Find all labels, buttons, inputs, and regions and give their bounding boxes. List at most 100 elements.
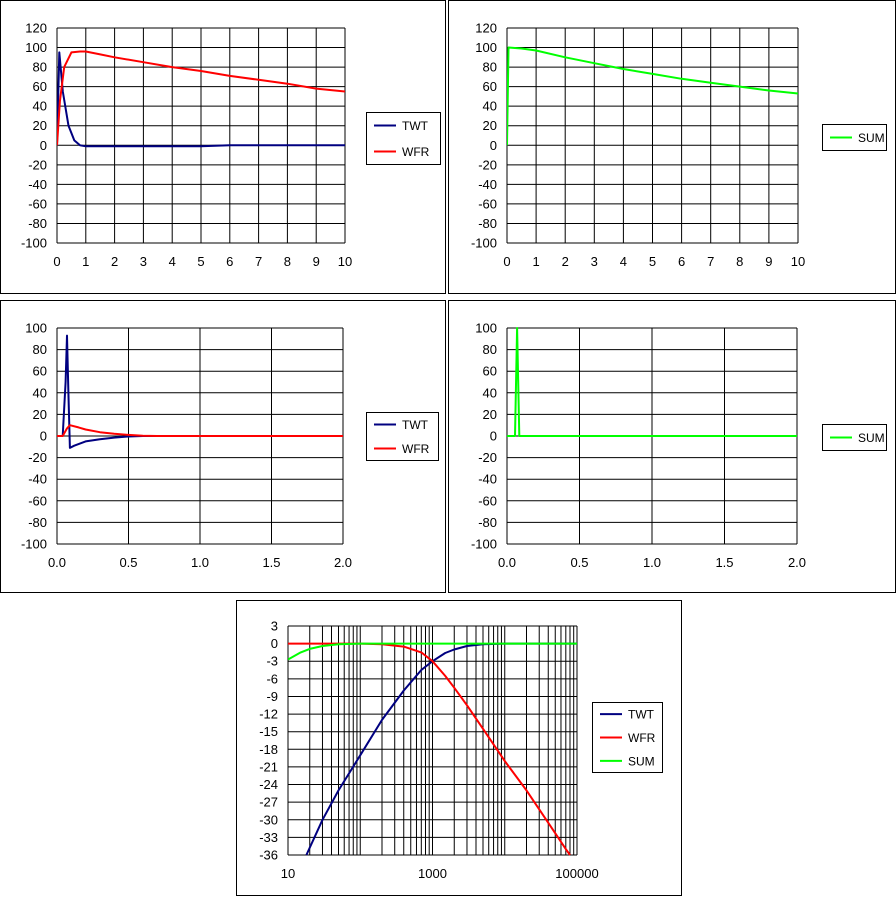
y-tick-label: 60 xyxy=(33,364,47,379)
x-tick-label: 5 xyxy=(649,254,656,269)
y-tick-label: 100 xyxy=(25,321,47,336)
y-tick-label: 0 xyxy=(490,429,497,444)
legend-label-wfr: WFR xyxy=(402,145,430,159)
y-tick-label: -36 xyxy=(259,848,278,863)
y-tick-label: -40 xyxy=(478,472,497,487)
y-tick-label: -100 xyxy=(471,236,497,251)
y-tick-label: -60 xyxy=(28,196,47,211)
x-tick-label: 0 xyxy=(503,254,510,269)
x-tick-label: 4 xyxy=(620,254,627,269)
y-tick-label: 3 xyxy=(271,619,278,634)
y-tick-label: -80 xyxy=(478,216,497,231)
y-tick-label: 20 xyxy=(483,118,497,133)
y-tick-label: 120 xyxy=(25,21,47,36)
y-tick-label: -15 xyxy=(259,724,278,739)
y-tick-label: -33 xyxy=(259,830,278,845)
series-line-sum xyxy=(507,46,798,146)
legend-label-twt: TWT xyxy=(402,119,429,133)
x-tick-label: 8 xyxy=(736,254,743,269)
y-tick-label: -40 xyxy=(28,177,47,192)
y-tick-label: 20 xyxy=(33,118,47,133)
y-tick-label: -18 xyxy=(259,742,278,757)
x-tick-label: 1 xyxy=(82,254,89,269)
y-tick-label: 60 xyxy=(33,79,47,94)
y-tick-label: -21 xyxy=(259,759,278,774)
legend-box xyxy=(822,424,887,451)
chart-time-response-twt-wfr: -100 -80 -60 -40 -20 0 20 40 60 80 100 120 0 1 2 3 4 5 6 7 8… xyxy=(21,21,441,269)
x-tick-label: 6 xyxy=(226,254,233,269)
y-tick-label: 100 xyxy=(25,40,47,55)
y-tick-label: 40 xyxy=(33,385,47,400)
y-tick-label: 40 xyxy=(483,99,497,114)
x-tick-label: 1 xyxy=(532,254,539,269)
y-tick-label: -6 xyxy=(266,671,278,686)
series-line-wfr xyxy=(57,50,345,146)
x-tick-label: 0.0 xyxy=(498,555,516,570)
x-tick-label: 9 xyxy=(313,254,320,269)
legend-label-wfr: WFR xyxy=(402,442,430,456)
y-tick-label: -60 xyxy=(28,493,47,508)
y-tick-label: -40 xyxy=(478,177,497,192)
series-line-wfr xyxy=(57,424,343,437)
x-tick-label: 2 xyxy=(111,254,118,269)
x-tick-label: 9 xyxy=(765,254,772,269)
y-tick-label: -20 xyxy=(478,157,497,172)
series-line-wfr xyxy=(288,642,571,856)
y-tick-label: 20 xyxy=(33,407,47,422)
y-tick-label: -20 xyxy=(478,450,497,465)
y-tick-label: 40 xyxy=(483,385,497,400)
y-tick-label: -27 xyxy=(259,795,278,810)
y-tick-label: 120 xyxy=(475,21,497,36)
x-tick-label: 1.5 xyxy=(262,555,280,570)
y-tick-label: -100 xyxy=(21,236,47,251)
x-tick-label: 10 xyxy=(791,254,805,269)
legend-label-wfr: WFR xyxy=(628,731,656,745)
x-tick-label: 100000 xyxy=(555,866,598,881)
x-tick-label: 1.0 xyxy=(191,555,209,570)
y-tick-label: -20 xyxy=(28,450,47,465)
x-tick-label: 6 xyxy=(678,254,685,269)
y-tick-label: 80 xyxy=(483,342,497,357)
y-tick-label: -12 xyxy=(259,707,278,722)
y-tick-label: -9 xyxy=(266,689,278,704)
x-tick-label: 3 xyxy=(140,254,147,269)
legend-label-twt: TWT xyxy=(628,708,655,722)
legend-label-sum: SUM xyxy=(858,431,885,445)
x-tick-label: 10 xyxy=(338,254,352,269)
y-tick-label: -3 xyxy=(266,654,278,669)
x-tick-label: 0 xyxy=(53,254,60,269)
x-tick-label: 1.5 xyxy=(715,555,733,570)
x-tick-label: 4 xyxy=(169,254,176,269)
x-tick-label: 0.0 xyxy=(48,555,66,570)
x-tick-label: 1000 xyxy=(418,866,447,881)
x-tick-label: 2.0 xyxy=(334,555,352,570)
y-tick-label: -24 xyxy=(259,777,278,792)
legend-label-sum: SUM xyxy=(858,131,885,145)
series-line-twt xyxy=(57,51,345,148)
x-tick-label: 7 xyxy=(707,254,714,269)
y-tick-label: -100 xyxy=(21,537,47,552)
legend-box xyxy=(366,112,441,165)
y-tick-label: 80 xyxy=(33,60,47,75)
y-tick-label: -30 xyxy=(259,812,278,827)
chart-time-response-sum: -100 -80 -60 -40 -20 0 20 40 60 80 100 120 0 1 2 3 4 5 6 7 8… xyxy=(471,21,887,269)
y-tick-label: 0 xyxy=(40,138,47,153)
chart-impulse-sum: -100 -80 -60 -40 -20 0 20 40 60 80 100 0.0 0.5 1.0 1.5… xyxy=(471,321,887,570)
y-tick-label: -40 xyxy=(28,472,47,487)
y-tick-label: -100 xyxy=(471,537,497,552)
y-tick-label: 100 xyxy=(475,321,497,336)
x-tick-label: 7 xyxy=(255,254,262,269)
y-tick-label: -80 xyxy=(28,216,47,231)
chart-impulse-twt-wfr: -100 -80 -60 -40 -20 0 20 40 60 80 100 0.0 0.5 1.0 1.5… xyxy=(21,321,439,570)
x-tick-label: 10 xyxy=(281,866,295,881)
legend-box xyxy=(366,412,439,461)
y-tick-label: 60 xyxy=(483,79,497,94)
series-line-sum xyxy=(288,642,577,661)
x-tick-label: 1.0 xyxy=(643,555,661,570)
x-tick-label: 0.5 xyxy=(570,555,588,570)
series-line-twt xyxy=(57,334,343,449)
y-tick-label: -80 xyxy=(478,515,497,530)
y-tick-label: 80 xyxy=(33,342,47,357)
